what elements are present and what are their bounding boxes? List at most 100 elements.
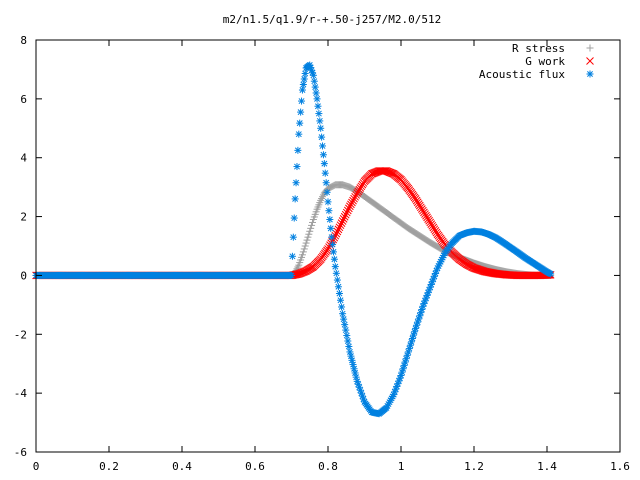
data-point: [328, 233, 336, 241]
data-point: [298, 86, 306, 94]
data-point: [339, 310, 347, 318]
x-tick-label: 0: [33, 460, 40, 473]
y-tick-label: 4: [20, 152, 27, 165]
data-point: [332, 269, 340, 277]
data-point: [332, 229, 341, 238]
data-point: [337, 296, 345, 304]
data-point: [350, 194, 358, 203]
data-point: [316, 117, 324, 125]
data-point: [347, 200, 355, 209]
data-point: [341, 321, 349, 329]
data-point: [344, 337, 352, 345]
data-point: [293, 163, 301, 171]
data-point: [345, 342, 353, 350]
axes: 0 0.2 0.4 0.6 0.8 1 1.2 1.4 1.6 -6 -4 -2 0 2 4 6 8: [14, 34, 630, 473]
legend-label: G work: [525, 55, 565, 68]
data-point: [342, 208, 351, 217]
data-point: [402, 355, 410, 363]
x-tick-label: 1.4: [537, 460, 557, 473]
data-point: [407, 338, 415, 346]
data-point: [397, 371, 405, 379]
data-point: [298, 97, 306, 105]
data-point: [325, 207, 333, 215]
y-tick-label: 8: [20, 34, 27, 47]
data-point: [295, 130, 303, 138]
data-point: [343, 332, 351, 340]
data-point: [326, 216, 334, 224]
data-point: [289, 233, 297, 241]
data-point: [346, 202, 354, 211]
data-point: [329, 241, 337, 249]
data-point: [343, 206, 352, 215]
legend-marker: [586, 44, 594, 52]
data-point: [288, 252, 296, 260]
data-point: [341, 210, 350, 219]
data-point: [329, 248, 337, 256]
data-point: [335, 223, 344, 232]
data-point: [312, 89, 320, 97]
y-tick-label: 2: [20, 211, 27, 224]
y-tick-label: -4: [14, 387, 28, 400]
data-point: [299, 248, 307, 256]
data-point: [309, 71, 317, 79]
data-point: [399, 365, 407, 373]
data-point: [297, 108, 305, 116]
y-tick-label: -6: [14, 446, 27, 459]
data-point: [300, 245, 308, 253]
data-point: [320, 160, 328, 168]
data-point: [334, 283, 342, 291]
data-point: [406, 341, 414, 349]
x-tick-label: 0.2: [99, 460, 119, 473]
data-point: [336, 221, 345, 230]
legend-marker: [586, 70, 594, 78]
data-point: [340, 212, 349, 221]
data-point: [321, 169, 329, 177]
data-point: [410, 331, 418, 339]
data-point: [310, 77, 318, 85]
data-point: [318, 133, 326, 141]
data-point: [296, 119, 304, 127]
data-point: [305, 230, 313, 238]
x-tick-label: 1.2: [464, 460, 484, 473]
data-point: [347, 352, 355, 360]
data-point: [319, 142, 327, 150]
series-acoustic-flux: [32, 61, 555, 418]
data-point: [314, 102, 322, 110]
data-point: [547, 270, 555, 278]
data-point: [337, 219, 346, 227]
data-point: [340, 315, 348, 323]
data-point: [348, 198, 356, 207]
data-point: [308, 218, 316, 226]
data-point: [301, 69, 309, 77]
data-point: [322, 179, 330, 187]
x-tick-label: 0.6: [245, 460, 265, 473]
data-point: [351, 192, 359, 201]
data-point: [290, 214, 298, 222]
data-point: [302, 239, 310, 247]
chart-title: m2/n1.5/q1.9/r-+.50-j257/M2.0/512: [223, 13, 442, 26]
data-point: [333, 227, 342, 236]
data-point: [403, 351, 411, 359]
data-layer: [32, 61, 555, 418]
data-point: [317, 124, 325, 132]
data-point: [338, 217, 347, 225]
data-point: [350, 365, 358, 373]
data-point: [313, 95, 321, 103]
data-point: [333, 276, 341, 284]
data-point: [331, 263, 339, 271]
data-point: [330, 255, 338, 263]
legend-marker: [586, 57, 594, 65]
y-tick-label: -2: [14, 328, 27, 341]
data-point: [338, 303, 346, 311]
data-point: [345, 204, 353, 213]
x-tick-label: 1: [398, 460, 405, 473]
data-point: [288, 271, 295, 279]
x-tick-label: 0.8: [318, 460, 338, 473]
y-tick-label: 6: [20, 93, 27, 106]
data-point: [327, 224, 335, 232]
legend-label: R stress: [512, 42, 565, 55]
data-point: [352, 191, 361, 199]
data-point: [308, 221, 316, 229]
x-tick-label: 1.6: [610, 460, 630, 473]
